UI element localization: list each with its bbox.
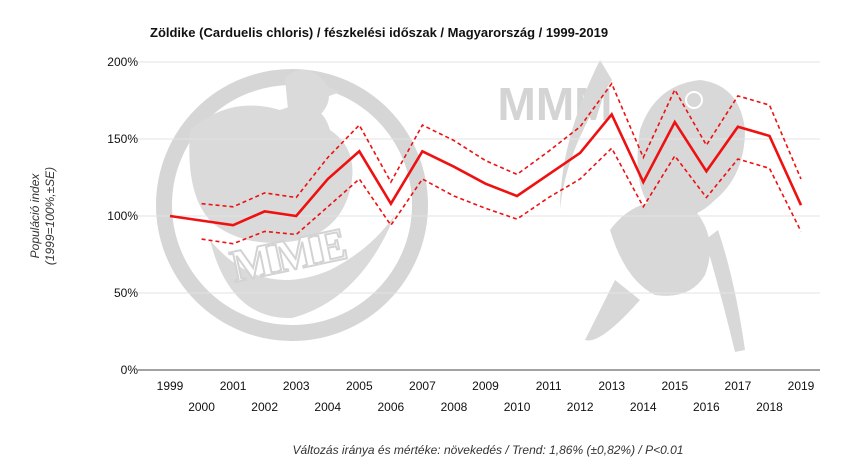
x-tick-label: 2015: [661, 379, 688, 393]
y-tick-label: 0%: [121, 363, 139, 377]
y-axis-label: Populáció index (1999=100%,±SE): [28, 167, 57, 265]
y-axis-ticks: 0% 50% 100% 150% 200%: [107, 55, 138, 377]
series-lines: [169, 81, 803, 245]
y-tick-label: 50%: [114, 286, 138, 300]
x-axis-ticks: 1999 2000 2001 2002 2003 2004 2005 2006 2007 2008…: [157, 379, 815, 414]
x-tick-label: 2018: [756, 400, 783, 414]
x-tick-label: 2013: [598, 379, 625, 393]
x-tick-label: 2003: [283, 379, 310, 393]
x-tick-label: 1999: [157, 379, 184, 393]
x-tick-label: 2006: [377, 400, 404, 414]
x-tick-label: 2008: [441, 400, 468, 414]
y-axis-label-line2: (1999=100%,±SE): [43, 167, 57, 265]
mmm-bird-watermark: MMM: [498, 60, 745, 352]
upper-se-line: [201, 81, 802, 208]
x-tick-label: 2019: [788, 379, 815, 393]
y-tick-label: 100%: [107, 209, 138, 223]
x-tick-label: 2007: [409, 379, 436, 393]
x-tick-label: 2005: [346, 379, 373, 393]
x-tick-label: 2010: [504, 400, 531, 414]
x-tick-label: 2000: [188, 400, 215, 414]
x-tick-label: 2016: [693, 400, 720, 414]
y-axis-label-line1: Populáció index: [28, 173, 42, 259]
y-tick-label: 150%: [107, 132, 138, 146]
trend-footer: Változás iránya és mértéke: növekedés / …: [293, 443, 684, 457]
x-tick-label: 2011: [536, 379, 562, 393]
lower-se-line: [201, 146, 802, 245]
x-tick-label: 2017: [725, 379, 752, 393]
x-tick-label: 2009: [472, 379, 499, 393]
x-tick-label: 2004: [314, 400, 341, 414]
watermark-logos: MME MMM: [156, 60, 745, 352]
y-tick-label: 200%: [107, 55, 138, 69]
x-tick-label: 2001: [220, 379, 247, 393]
chart-title: Zöldike (Carduelis chloris) / fészkelési…: [150, 25, 608, 40]
mme-logo-watermark: MME: [156, 69, 428, 341]
x-tick-label: 2012: [567, 400, 594, 414]
population-index-line: [169, 111, 803, 227]
x-tick-label: 2002: [251, 400, 278, 414]
x-tick-label: 2014: [630, 400, 657, 414]
